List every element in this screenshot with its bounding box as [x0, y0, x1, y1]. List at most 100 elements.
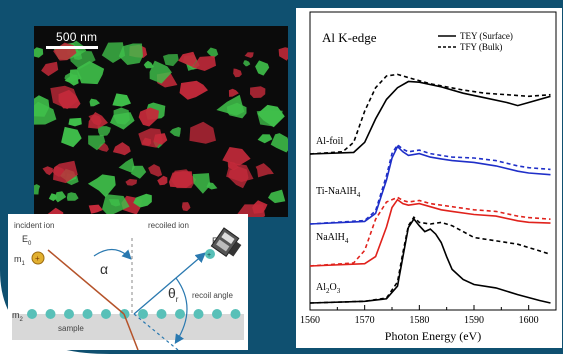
sample-slab: [12, 314, 244, 340]
series-al2o3-tey: [309, 217, 551, 304]
green-grain: [118, 157, 135, 173]
red-grain: [125, 178, 138, 186]
green-grain: [169, 127, 181, 137]
green-grain: [270, 133, 291, 153]
theta-label: θr: [168, 285, 179, 304]
sample-label: sample: [58, 324, 84, 333]
green-grain: [69, 69, 82, 81]
incident-label: incident ion: [14, 221, 54, 230]
green-grain: [206, 47, 219, 59]
x-tick-label: 1570: [355, 315, 375, 326]
green-grain: [66, 192, 79, 201]
red-grain: [178, 51, 197, 67]
green-grain: [27, 101, 57, 125]
red-grain: [148, 164, 163, 177]
scale-bar: [46, 46, 98, 49]
red-grain: [88, 204, 103, 214]
spectrum-plot: Al K-edge TEY (Surface) TFY (Bulk) Al-fo…: [300, 11, 557, 343]
red-grain: [255, 163, 274, 178]
spectrum-series: [309, 73, 551, 304]
green-grain: [257, 134, 273, 144]
red-grain: [169, 171, 193, 188]
green-grain: [69, 50, 96, 70]
red-grain: [252, 200, 268, 214]
x-tick-label: 1590: [464, 315, 484, 326]
e0-label: E0: [22, 234, 32, 247]
red-grain: [181, 202, 191, 212]
green-grain: [255, 60, 270, 76]
incident-ion: [31, 251, 45, 265]
green-grain: [101, 42, 126, 63]
xas-spectrum-chart: Al K-edge TEY (Surface) TFY (Bulk) Al-fo…: [296, 8, 562, 348]
surface-atom: [101, 309, 111, 319]
surface-atom: [193, 309, 204, 319]
alpha-label: α: [100, 261, 108, 277]
sample-labels: Al-foil Ti-NaAlH4 NaAlH4 Al2O3: [316, 136, 361, 295]
alpha-arc: [93, 248, 132, 260]
green-grain: [243, 60, 251, 67]
green-grain: [97, 126, 111, 137]
green-grain: [131, 165, 147, 179]
legend-label-tfy: TFY (Bulk): [460, 42, 502, 52]
red-grain: [192, 55, 216, 71]
surface-atom: [64, 309, 74, 319]
green-grain: [77, 61, 105, 85]
green-grain: [87, 174, 116, 198]
green-grain: [133, 193, 152, 208]
red-grain: [228, 88, 239, 97]
green-grain: [113, 107, 130, 125]
theta-arc: [174, 277, 188, 345]
red-grain: [179, 80, 208, 100]
series-naalh4-tey: [309, 198, 551, 267]
green-grain: [88, 135, 106, 151]
surface-atom: [175, 309, 185, 319]
red-grain: [244, 52, 254, 58]
sample-label-al2o3: Al2O3: [316, 282, 341, 295]
surface-atom: [156, 309, 167, 319]
red-grain: [157, 175, 168, 186]
incident-trajectory: [47, 249, 125, 315]
green-grain: [226, 102, 247, 119]
incident-ion-plus: +: [35, 254, 40, 263]
red-grain: [141, 137, 152, 146]
scale-bar-label: 500 nm: [56, 30, 98, 44]
green-grain: [163, 54, 179, 67]
green-grain: [112, 93, 131, 107]
green-grain: [257, 104, 285, 128]
red-grain: [189, 121, 216, 144]
series-al-foil-tfy: [309, 73, 551, 155]
green-grain: [54, 191, 67, 203]
sample-label-al-foil: Al-foil: [316, 136, 343, 147]
surface-atom: [230, 309, 241, 319]
red-grain: [138, 107, 159, 127]
green-grain: [108, 199, 121, 207]
sample-label-ti-naalh4: Ti-NaAlH4: [316, 186, 361, 199]
surface-atom: [27, 309, 37, 319]
red-grain: [233, 68, 242, 78]
legend-label-tey: TEY (Surface): [460, 31, 513, 41]
chart-title: Al K-edge: [322, 30, 377, 45]
series-al2o3-tfy: [309, 216, 551, 304]
green-grain: [149, 60, 172, 84]
green-grain: [89, 98, 100, 107]
x-tick-label: 1580: [409, 315, 429, 326]
series-ti-naalh4-tfy: [309, 143, 551, 225]
series-al-foil-tey: [309, 80, 551, 155]
green-grain: [30, 47, 44, 58]
m2-label: m2: [12, 310, 24, 323]
recoiled-label: recoiled ion: [148, 221, 189, 230]
red-grain: [222, 147, 251, 166]
recoiled-ion-plus: +: [207, 252, 211, 259]
green-grain: [268, 189, 286, 204]
recoiled-ion: [205, 249, 215, 259]
scattering-schematic: sample α θr recoil angle incident ion re…: [8, 214, 248, 351]
scattering-diagram: sample α θr recoil angle incident ion re…: [12, 221, 244, 351]
surface-atom: [82, 309, 93, 319]
recoil-angle-label: recoil angle: [192, 291, 233, 300]
sample-label-naalh4: NaAlH4: [316, 232, 349, 245]
red-grain: [226, 162, 254, 182]
red-grain: [250, 86, 266, 98]
detector-icon: [210, 227, 242, 258]
surface-atom: [138, 309, 148, 319]
micrograph-image: [25, 26, 292, 225]
